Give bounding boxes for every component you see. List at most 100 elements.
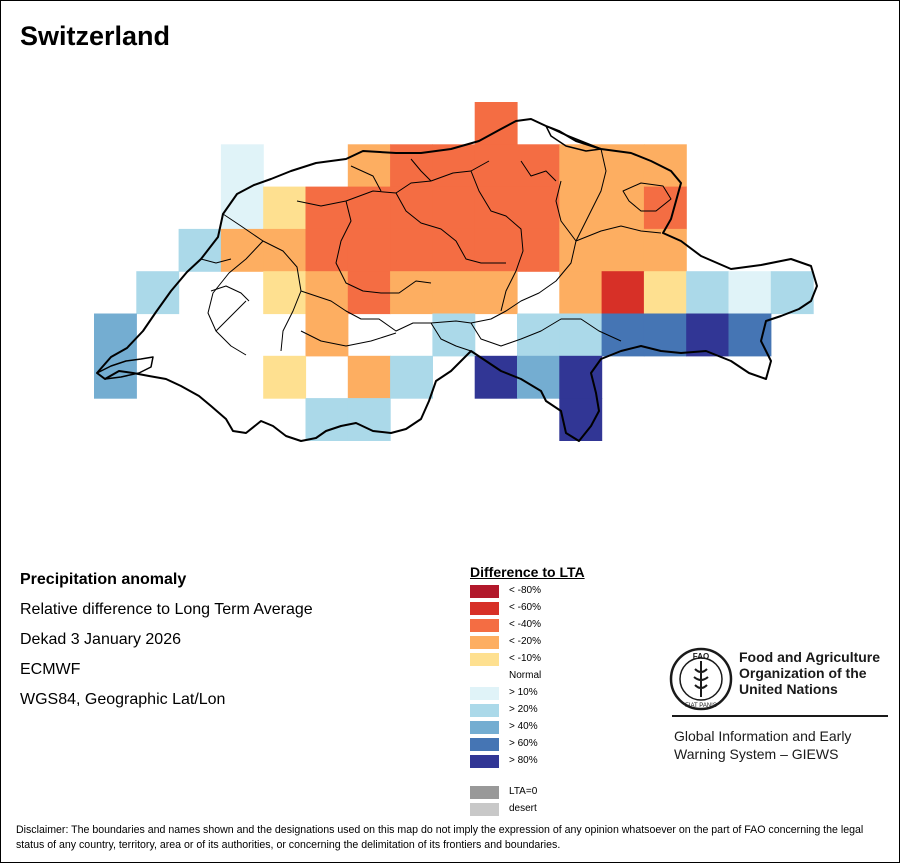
legend-class-row: > 60% (470, 737, 585, 754)
grid-cell (263, 271, 307, 315)
fao-logo-motto: FIAT PANIS (685, 703, 717, 709)
grid-cell (94, 313, 137, 357)
legend-extra-swatch (470, 803, 499, 816)
legend-extra-row: LTA=0 (470, 785, 585, 802)
legend-gap (470, 771, 585, 785)
legend-class-swatch (470, 585, 499, 598)
fao-name: Food and Agriculture Organization of the… (739, 649, 899, 697)
grid-cell (263, 355, 307, 399)
grid-cell (347, 186, 391, 230)
disclaimer: Disclaimer: The boundaries and names sho… (16, 824, 864, 851)
grid-cell (220, 228, 264, 272)
grid-cell (390, 228, 433, 272)
grid-cell (347, 355, 391, 399)
grid-cell (517, 355, 560, 399)
grid-cell (347, 398, 391, 441)
legend-class-label: < -60% (509, 602, 541, 613)
info-source: ECMWF (20, 661, 81, 678)
legend-class-row: < -40% (470, 618, 585, 635)
lake-geneva (96, 356, 154, 380)
grid-cell (474, 228, 518, 272)
legend-class-row: > 40% (470, 720, 585, 737)
legend-class-swatch (470, 670, 499, 683)
legend-class-row: > 20% (470, 703, 585, 720)
grid-cell (770, 271, 814, 315)
legend-class-row: < -20% (470, 635, 585, 652)
country-border (96, 118, 818, 442)
grid-cell (517, 313, 560, 357)
info-heading: Precipitation anomaly (20, 571, 187, 588)
legend-class-label: > 40% (509, 721, 538, 732)
legend-title: Difference to LTA (470, 564, 585, 580)
grid-cell (686, 271, 730, 315)
grid-cell (305, 271, 349, 315)
legend-class-label: > 20% (509, 704, 538, 715)
grid-cell (517, 186, 560, 230)
grid-cell (305, 228, 349, 272)
fao-name-line1: Food and Agriculture (739, 649, 881, 665)
grid-cell (559, 186, 603, 230)
grid-cell (347, 228, 391, 272)
legend-class-row: < -60% (470, 601, 585, 618)
giews-name: Global Information and Early Warning Sys… (674, 727, 894, 763)
grid-cell (474, 271, 518, 315)
grid-cell (263, 186, 307, 230)
grid-cell (432, 228, 476, 272)
switzerland-outline (96, 118, 818, 442)
grid-cell (559, 144, 603, 188)
legend-class-swatch (470, 687, 499, 700)
legend-class-swatch (470, 755, 499, 768)
fao-divider (672, 715, 888, 717)
legend-class-swatch (470, 704, 499, 717)
legend-extra-swatch (470, 786, 499, 799)
legend-class-label: < -80% (509, 585, 541, 596)
grid-cell (305, 313, 349, 357)
legend-class-label: > 10% (509, 687, 538, 698)
giews-line2: Warning System – GIEWS (674, 746, 839, 762)
fao-logo-letters: FAO (693, 652, 709, 661)
lake-constance (545, 125, 602, 152)
grid-cell (178, 228, 222, 272)
grid-cell (643, 313, 687, 357)
legend-class-swatch (470, 602, 499, 615)
grid-cell (686, 313, 730, 357)
grid-cell (474, 144, 518, 188)
grid-cell (263, 228, 307, 272)
info-projection: WGS84, Geographic Lat/Lon (20, 691, 226, 708)
grid-cell (559, 398, 603, 441)
legend-class-swatch (470, 738, 499, 751)
legend-class-row: < -10% (470, 652, 585, 669)
legend-extra: LTA=0 desert (470, 785, 585, 819)
map-legend: Difference to LTA < -80% < -60% < -40% < -2… (470, 564, 585, 819)
giews-line1: Global Information and Early (674, 728, 852, 744)
grid-cell (559, 313, 603, 357)
grid-cell (643, 228, 687, 272)
legend-class-swatch (470, 721, 499, 734)
grid-cell (390, 144, 433, 188)
fao-logo-icon: FAO FIAT PANIS (669, 647, 733, 711)
grid-cell (432, 313, 476, 357)
legend-extra-row: desert (470, 802, 585, 819)
legend-class-label: > 60% (509, 738, 538, 749)
grid-cell (390, 186, 433, 230)
legend-extra-label: desert (509, 803, 537, 814)
grid-cell (601, 228, 645, 272)
legend-class-label: < -10% (509, 653, 541, 664)
legend-class-swatch (470, 619, 499, 632)
grid-cell (643, 271, 687, 315)
legend-class-row: > 80% (470, 754, 585, 771)
legend-class-row: > 10% (470, 686, 585, 703)
info-subtitle: Relative difference to Long Term Average (20, 601, 313, 618)
fao-name-line3: United Nations (739, 681, 838, 697)
legend-class-label: Normal (509, 670, 542, 681)
grid-cell (643, 186, 687, 230)
grid-cell (305, 186, 349, 230)
grid-cell (517, 228, 560, 272)
grid-cell (559, 271, 603, 315)
legend-class-row: < -80% (470, 584, 585, 601)
anomaly-grid (94, 102, 814, 441)
legend-classes: < -80% < -60% < -40% < -20% < -10% Normal > 10… (470, 584, 585, 771)
legend-class-swatch (470, 653, 499, 666)
